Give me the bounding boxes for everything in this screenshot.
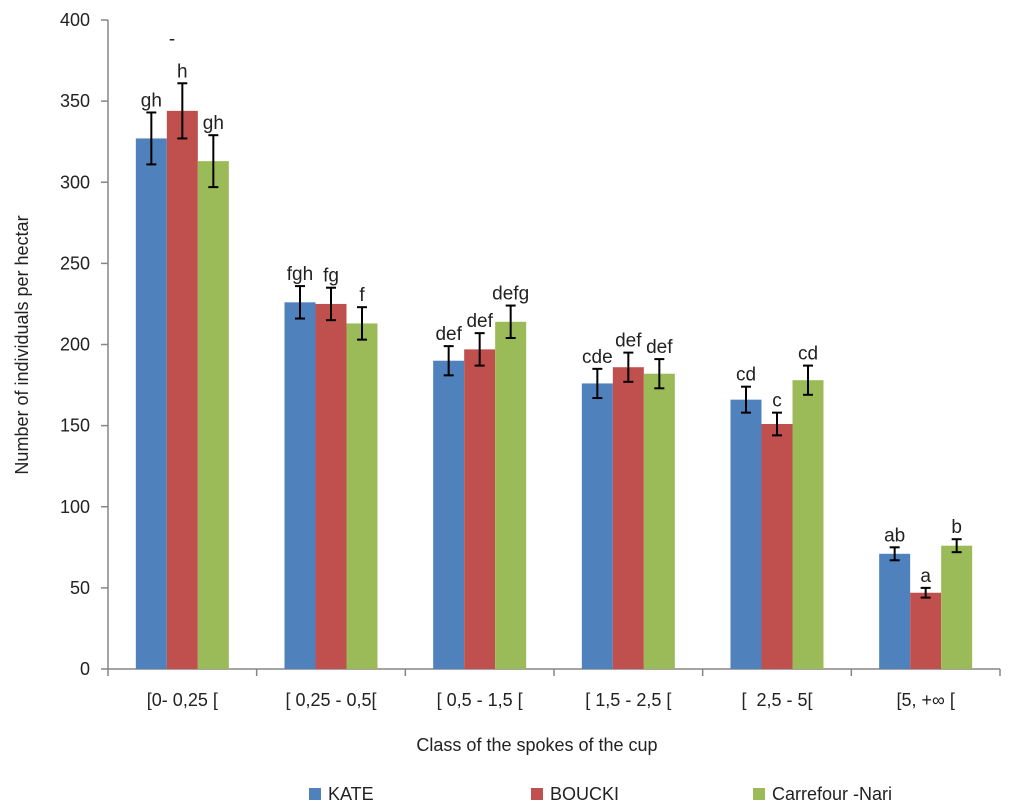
- significance-label: cd: [736, 365, 756, 386]
- x-tick-label: [ 2,5 - 5[: [741, 690, 812, 710]
- significance-label: a: [920, 566, 931, 587]
- bar: [495, 321, 527, 669]
- bar: [346, 323, 378, 669]
- significance-label: fgh: [287, 264, 313, 285]
- x-axis-title: Class of the spokes of the cup: [416, 735, 657, 755]
- legend-label: Carrefour -Nari: [772, 784, 892, 804]
- bar: [941, 545, 973, 669]
- bar: [284, 302, 316, 669]
- bar: [197, 161, 229, 669]
- significance-label: gh: [141, 90, 162, 111]
- y-tick-label: 400: [60, 10, 90, 30]
- y-tick-label: 250: [60, 253, 90, 273]
- significance-label: cd: [798, 344, 818, 365]
- significance-label: cde: [582, 347, 613, 368]
- y-tick-label: 100: [60, 497, 90, 517]
- significance-label: f: [359, 285, 365, 306]
- significance-label: def: [646, 337, 673, 358]
- bar: [581, 383, 613, 669]
- y-tick-label: 350: [60, 91, 90, 111]
- error-bars: [146, 82, 962, 599]
- legend-swatch: [531, 788, 543, 800]
- bars: [135, 110, 973, 670]
- bar: [792, 380, 824, 669]
- significance-label: fg: [323, 266, 339, 287]
- legend-label: BOUCKI: [550, 784, 619, 804]
- bar: [433, 360, 465, 669]
- x-tick-label: [5, +∞ [: [896, 690, 954, 710]
- bar: [464, 349, 496, 669]
- significance-label: def: [435, 324, 462, 345]
- significance-label: b: [951, 517, 962, 538]
- bar: [315, 303, 347, 669]
- bar: [910, 592, 942, 669]
- bar: [761, 424, 793, 669]
- legend-swatch: [309, 788, 321, 800]
- y-tick-label: 300: [60, 172, 90, 192]
- significance-label: c: [772, 391, 782, 412]
- significance-label: ab: [884, 525, 905, 546]
- bar: [730, 399, 762, 669]
- significance-label: def: [615, 331, 642, 352]
- bar: [135, 138, 167, 669]
- legend-swatch: [753, 788, 765, 800]
- x-tick-label: [ 1,5 - 2,5 [: [585, 690, 671, 710]
- y-tick-label: 150: [60, 416, 90, 436]
- significance-label: h: [177, 61, 188, 82]
- x-tick-label: [ 0,5 - 1,5 [: [437, 690, 523, 710]
- y-tick-label: 200: [60, 335, 90, 355]
- legend: KATE BOUCKI Carrefour -Nari: [309, 784, 892, 804]
- bar: [612, 367, 644, 669]
- y-axis: 0 50 100 150 200 250 300 350 400: [60, 10, 109, 679]
- significance-label: def: [466, 311, 493, 332]
- y-axis-title: Number of individuals per hectar: [12, 215, 32, 474]
- x-axis: [0- 0,25 [ [ 0,25 - 0,5[ [ 0,5 - 1,5 [ [ 1,…: [107, 668, 1001, 710]
- bar: [166, 110, 198, 670]
- x-tick-label: [ 0,25 - 0,5[: [285, 690, 376, 710]
- x-tick-label: [0- 0,25 [: [147, 690, 218, 710]
- significance-label: gh: [203, 113, 224, 134]
- bar: [643, 373, 675, 669]
- y-tick-label: 50: [70, 578, 90, 598]
- significance-label: defg: [492, 284, 529, 305]
- stray-annotation: -: [169, 29, 175, 50]
- y-tick-label: 0: [80, 659, 90, 679]
- bar: [879, 553, 911, 669]
- legend-label: KATE: [328, 784, 374, 804]
